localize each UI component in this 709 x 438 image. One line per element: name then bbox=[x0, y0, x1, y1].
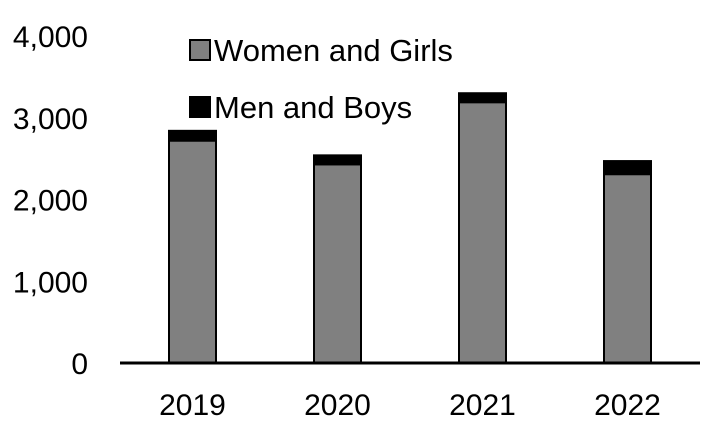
bar-women-and-girls-2021 bbox=[458, 101, 507, 364]
bar-women-and-girls-2022 bbox=[603, 173, 652, 364]
y-tick-label: 0 bbox=[71, 348, 88, 381]
y-axis-tick-labels: 0 1,000 2,000 3,000 4,000 bbox=[13, 21, 88, 381]
x-tick-label: 2020 bbox=[304, 389, 371, 422]
bar-men-and-boys-2020 bbox=[313, 154, 362, 166]
y-tick-label: 3,000 bbox=[13, 103, 88, 136]
bar-women-and-girls-2020 bbox=[313, 163, 362, 364]
legend: Women and Girls Men and Boys bbox=[189, 33, 453, 125]
legend-swatch-men-and-boys bbox=[189, 96, 211, 118]
legend-label-men-and-boys: Men and Boys bbox=[214, 90, 412, 125]
y-tick-label: 2,000 bbox=[13, 185, 88, 218]
x-axis-tick-labels: 2019 2020 2021 2022 bbox=[159, 389, 661, 422]
x-tick-label: 2019 bbox=[159, 389, 226, 422]
x-tick-label: 2021 bbox=[449, 389, 516, 422]
y-tick-label: 4,000 bbox=[13, 21, 88, 54]
x-tick-label: 2022 bbox=[594, 389, 661, 422]
bar-men-and-boys-2019 bbox=[168, 129, 217, 142]
legend-swatch-women-and-girls bbox=[189, 39, 211, 61]
bar-men-and-boys-2022 bbox=[603, 160, 652, 176]
legend-label-women-and-girls: Women and Girls bbox=[214, 33, 453, 68]
y-tick-label: 1,000 bbox=[13, 266, 88, 299]
bar-men-and-boys-2021 bbox=[458, 92, 507, 104]
bar-group bbox=[168, 92, 652, 364]
bar-women-and-girls-2019 bbox=[168, 139, 217, 364]
